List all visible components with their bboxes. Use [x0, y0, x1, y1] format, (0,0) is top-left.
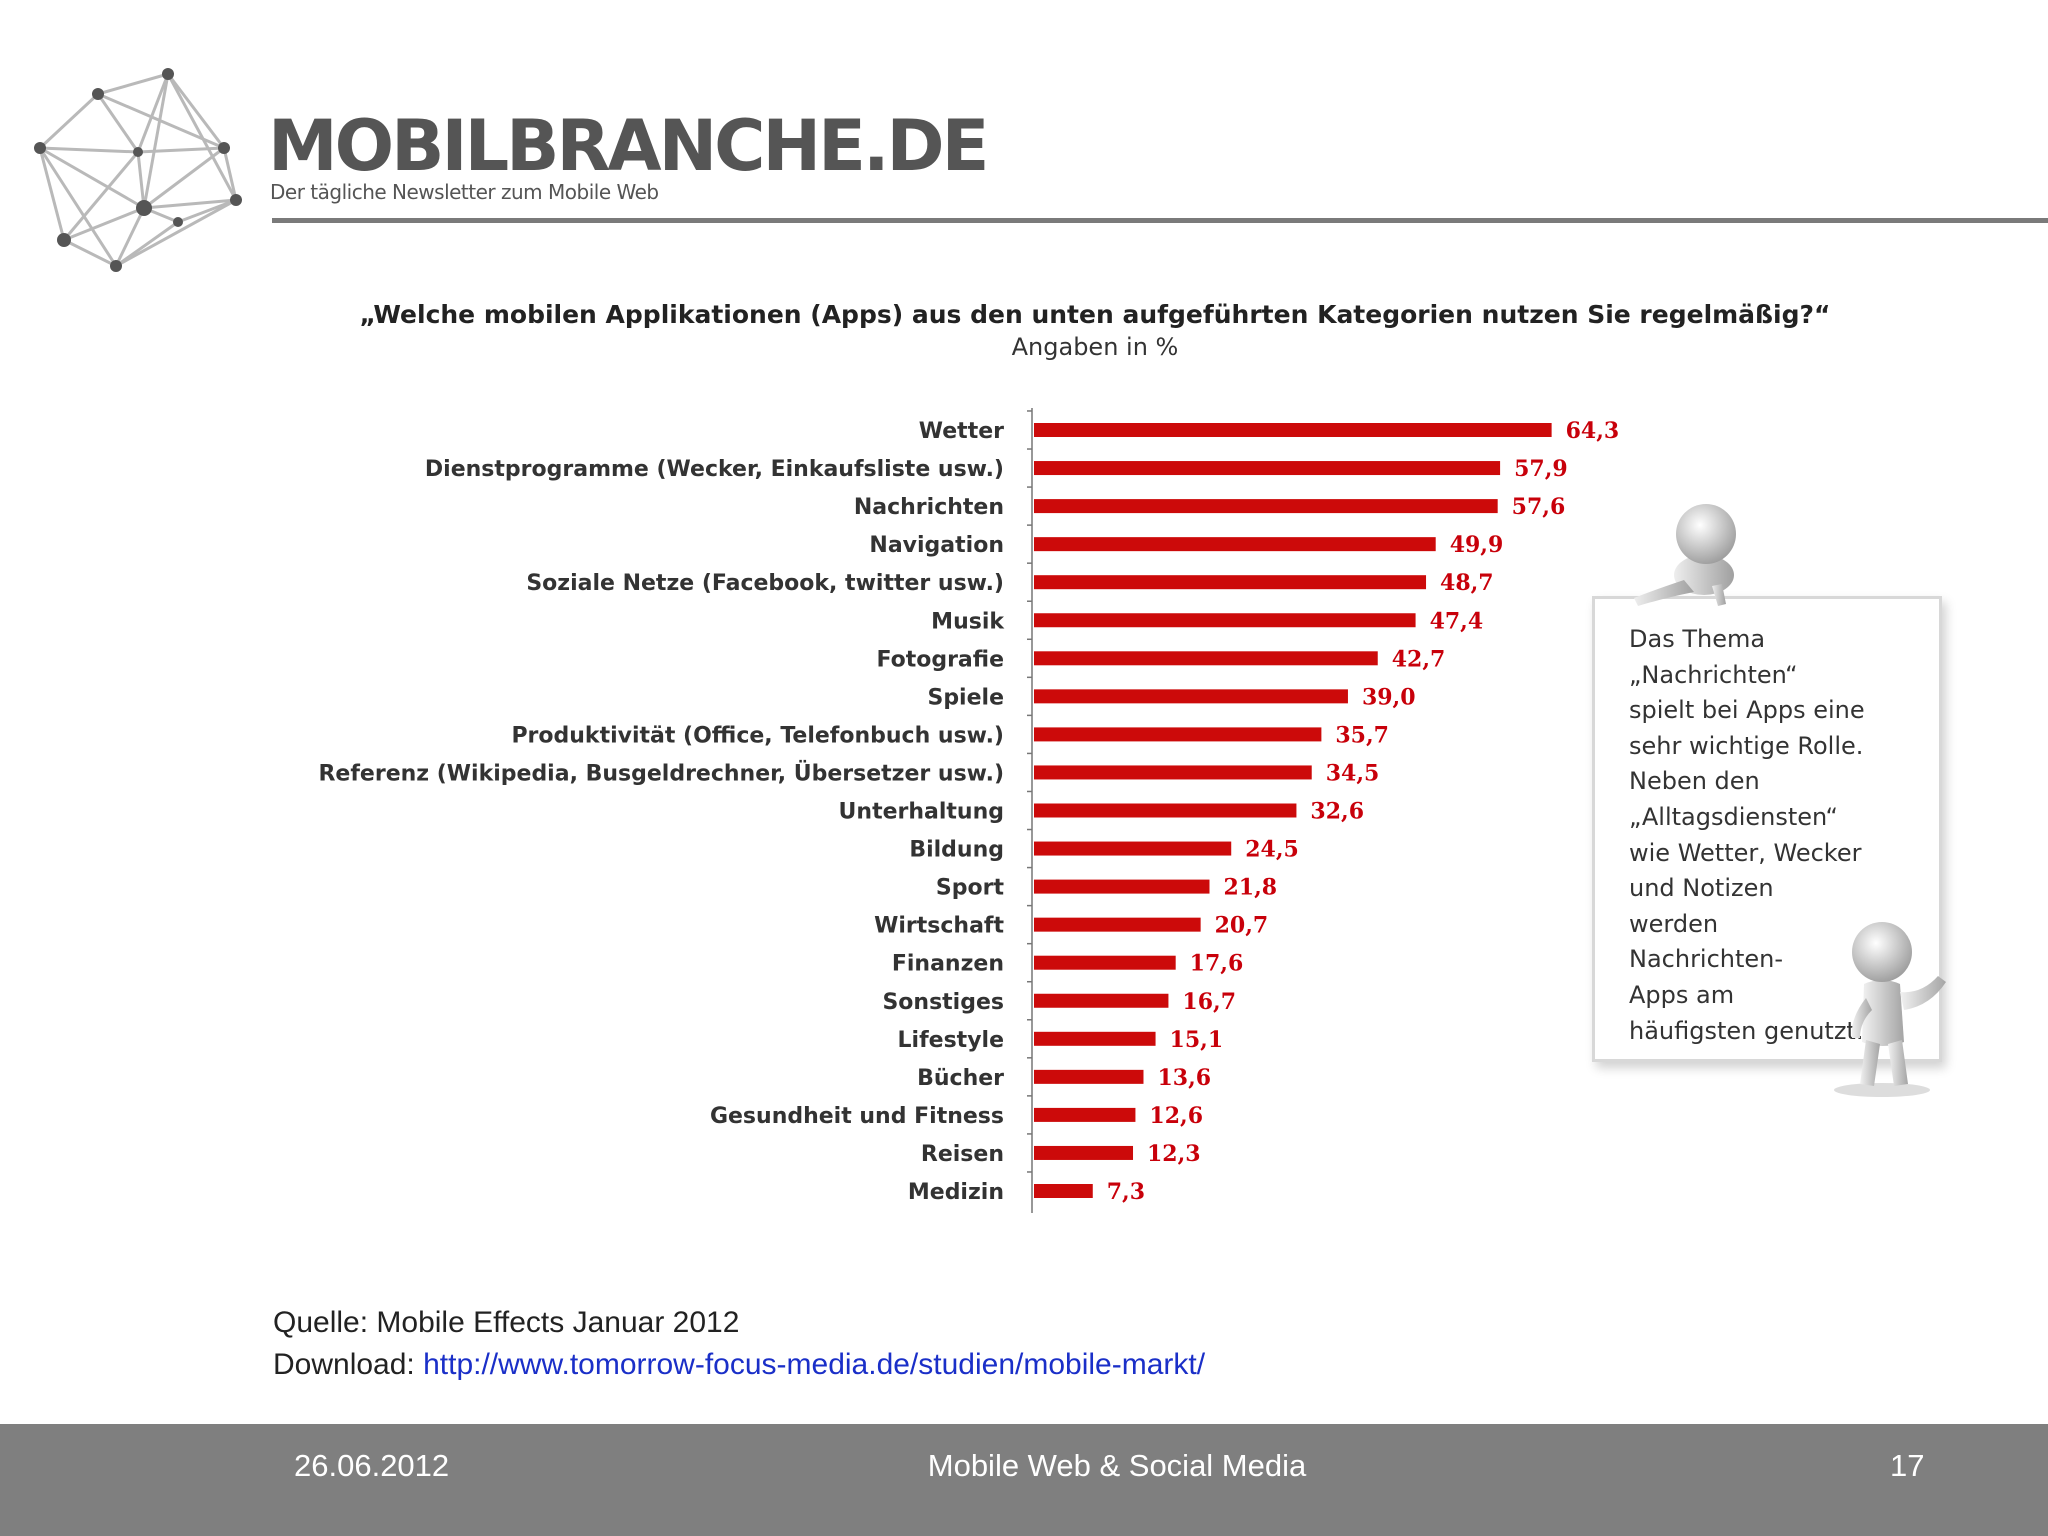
value-label: 12,6 [1149, 1103, 1203, 1129]
value-label: 64,3 [1566, 418, 1620, 444]
callout-line: häufigsten genutzt. [1629, 1016, 1864, 1045]
value-label: 20,7 [1215, 913, 1269, 939]
bar [1034, 537, 1436, 552]
bar [1034, 1107, 1136, 1122]
logo-network-icon [34, 68, 242, 272]
download-label: Download: [273, 1348, 424, 1381]
bar [1034, 651, 1378, 666]
value-label: 12,3 [1147, 1141, 1201, 1167]
category-label: Gesundheit und Fitness [710, 1104, 1004, 1129]
footer-title: Mobile Web & Social Media [927, 1448, 1307, 1483]
footer-bar [0, 1424, 2048, 1536]
category-label: Medizin [908, 1180, 1004, 1205]
category-label: Navigation [869, 533, 1004, 558]
figure-bottom-illustration [1834, 922, 1946, 1097]
bar [1034, 499, 1498, 514]
bar [1034, 765, 1312, 780]
bar [1034, 1069, 1144, 1084]
bar [1034, 1145, 1134, 1160]
value-label: 42,7 [1392, 646, 1446, 672]
bar [1034, 879, 1210, 894]
chart-subtitle: Angaben in % [1011, 333, 1179, 361]
bar [1034, 803, 1297, 818]
callout-line: wie Wetter, Wecker [1629, 838, 1862, 867]
callout-text: Das Thema „Nachrichten“ spielt bei Apps … [1629, 622, 1919, 1049]
bar [1034, 613, 1416, 628]
bar [1034, 689, 1348, 704]
header-divider [272, 218, 2048, 223]
callout-line: und Notizen [1629, 874, 1774, 903]
category-label: Bildung [909, 838, 1004, 863]
category-label: Soziale Netze (Facebook, twitter usw.) [526, 571, 1004, 596]
value-label: 17,6 [1190, 951, 1244, 977]
category-label: Fotografie [876, 647, 1004, 672]
callout-line: Das Thema [1629, 625, 1766, 653]
category-label: Wirtschaft [874, 914, 1004, 939]
value-label: 21,8 [1223, 875, 1277, 901]
source-text: Quelle: Mobile Effects Januar 2012 [273, 1306, 740, 1339]
value-label: 57,9 [1514, 456, 1568, 482]
callout-line: sehr wichtige Rolle. [1629, 731, 1864, 760]
callout-line: Neben den [1629, 767, 1760, 796]
value-label: 32,6 [1310, 799, 1364, 825]
source-block: Quelle: Mobile Effects Januar 2012 Downl… [273, 1302, 1205, 1386]
category-label: Nachrichten [854, 495, 1004, 520]
bar [1034, 1031, 1156, 1046]
value-label: 24,5 [1245, 837, 1299, 863]
category-label: Bücher [917, 1066, 1004, 1091]
category-label: Produktivität (Office, Telefonbuch usw.) [511, 723, 1004, 748]
bar [1034, 993, 1169, 1008]
callout-line: „Nachrichten“ [1629, 660, 1798, 689]
download-line: Download: http://www.tomorrow-focus-medi… [273, 1344, 1205, 1386]
value-label: 15,1 [1170, 1027, 1224, 1053]
value-label: 34,5 [1326, 760, 1380, 786]
bar [1034, 917, 1201, 932]
callout-line: „Alltagsdiensten“ [1629, 802, 1838, 831]
figure-top-illustration [1634, 504, 1736, 606]
category-label: Wetter [919, 419, 1004, 444]
category-label: Musik [931, 609, 1005, 634]
category-label: Sport [936, 876, 1005, 901]
brand-name: MOBILBRANCHE.DE [268, 105, 989, 187]
category-label: Lifestyle [898, 1028, 1004, 1053]
page-number: 17 [1890, 1448, 1925, 1483]
bar [1034, 575, 1427, 590]
value-label: 16,7 [1182, 989, 1236, 1015]
value-label: 39,0 [1362, 684, 1416, 710]
callout-line: Apps am [1629, 980, 1735, 1009]
value-label: 7,3 [1107, 1179, 1145, 1205]
category-label: Spiele [927, 685, 1004, 710]
brand-tagline: Der tägliche Newsletter zum Mobile Web [270, 180, 659, 204]
value-label: 47,4 [1430, 608, 1484, 634]
chart-title: „Welche mobilen Applikationen (Apps) aus… [359, 300, 1831, 329]
value-label: 49,9 [1450, 532, 1504, 558]
category-label: Referenz (Wikipedia, Busgeldrechner, Übe… [318, 760, 1004, 786]
bar [1034, 955, 1176, 970]
value-label: 13,6 [1157, 1065, 1211, 1091]
callout-line: werden [1629, 909, 1719, 938]
bar [1034, 461, 1501, 476]
footer-date: 26.06.2012 [294, 1448, 450, 1483]
category-label: Reisen [921, 1142, 1004, 1167]
category-label: Unterhaltung [839, 800, 1004, 825]
value-label: 35,7 [1335, 722, 1389, 748]
bar [1034, 727, 1322, 742]
download-link[interactable]: http://www.tomorrow-focus-media.de/studi… [423, 1348, 1206, 1381]
value-label: 57,6 [1512, 494, 1566, 520]
callout-line: spielt bei Apps eine [1629, 696, 1865, 725]
callout-line: Nachrichten- [1629, 945, 1784, 974]
category-label: Sonstiges [882, 990, 1004, 1015]
category-label: Finanzen [892, 952, 1004, 977]
bar [1034, 1184, 1093, 1198]
bar [1034, 841, 1232, 856]
value-label: 48,7 [1440, 570, 1494, 596]
category-label: Dienstprogramme (Wecker, Einkaufsliste u… [425, 457, 1004, 482]
bar [1034, 423, 1552, 437]
